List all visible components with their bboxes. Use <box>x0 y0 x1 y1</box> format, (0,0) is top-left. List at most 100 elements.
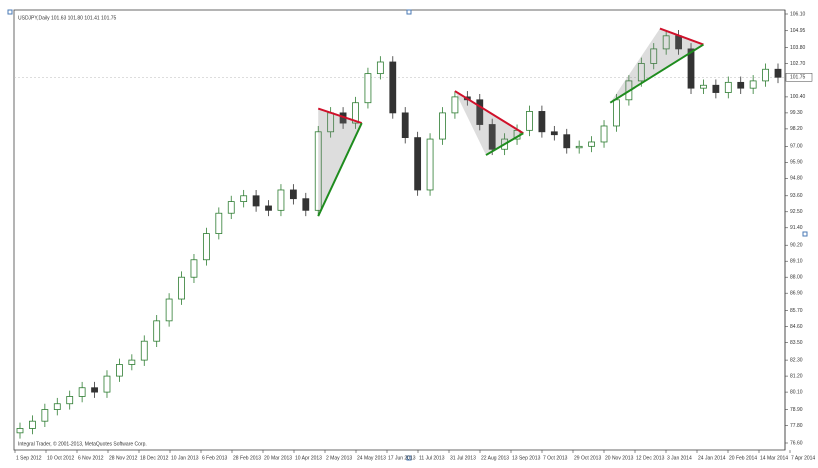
y-tick-label: 106.10 <box>790 11 806 17</box>
handle <box>7 9 13 15</box>
candle-body <box>66 396 74 405</box>
candle-body <box>202 233 210 261</box>
candle-body <box>712 84 720 93</box>
lower-trendline <box>317 122 363 217</box>
y-tick-label: 78.90 <box>790 407 803 413</box>
y-tick-label: 99.30 <box>790 110 803 116</box>
x-tick-label: 6 Feb 2013 <box>202 455 228 461</box>
candle-body <box>252 195 260 207</box>
y-tick-label: 77.80 <box>790 423 803 429</box>
x-tick-label: 24 Jan 2014 <box>698 455 726 461</box>
x-tick-label: 22 Aug 2013 <box>481 455 509 461</box>
y-tick-label: 83.50 <box>790 340 803 346</box>
candle-body <box>488 124 496 150</box>
candle-body <box>103 375 111 393</box>
candle-body <box>575 145 583 149</box>
x-tick-label: 20 Feb 2014 <box>729 455 757 461</box>
y-tick-label: 98.20 <box>790 126 803 132</box>
candle-body <box>41 409 49 422</box>
x-tick-label: 17 Jun 2013 <box>388 455 416 461</box>
x-tick-label: 6 Nov 2012 <box>78 455 104 461</box>
candle-body <box>588 141 596 147</box>
x-tick-label: 14 Mar 2014 <box>760 455 788 461</box>
candle-body <box>401 112 409 139</box>
candle-body <box>53 403 61 410</box>
candle-body <box>314 131 322 211</box>
footer: Integral Trader, © 2001-2013, MetaQuotes… <box>18 440 147 447</box>
candle-body <box>426 138 434 191</box>
candle-body <box>476 99 484 125</box>
current-price-label: 101.75 <box>790 75 806 81</box>
candle-body <box>140 340 148 361</box>
candle-body <box>190 259 198 278</box>
candle-body <box>178 276 185 300</box>
plot-frame <box>13 9 786 451</box>
x-tick-label: 10 Jan 2013 <box>171 455 199 461</box>
handle <box>802 231 808 237</box>
candle-body <box>762 68 769 82</box>
candle-body <box>78 387 86 397</box>
candle-body <box>414 137 422 191</box>
candle-body <box>687 48 695 89</box>
candle-body <box>227 201 235 214</box>
candle-body <box>451 96 459 114</box>
y-tick-label: 82.30 <box>790 357 803 363</box>
y-tick-label: 102.70 <box>790 61 806 67</box>
candle-body <box>215 212 223 234</box>
x-tick-label: 10 Oct 2012 <box>47 455 74 461</box>
pattern-fill <box>454 91 524 156</box>
y-tick-label: 95.90 <box>790 160 803 166</box>
candle-body <box>550 131 558 136</box>
y-tick-label: 84.60 <box>790 324 803 330</box>
chart-title: USDJPY,Daily 101.63 101.80 101.41 101.75 <box>18 15 117 21</box>
handle <box>406 455 412 461</box>
x-tick-label: 13 Sep 2013 <box>512 455 541 461</box>
candle-body <box>29 420 36 429</box>
pattern-fill <box>610 28 704 103</box>
candle-body <box>600 125 608 143</box>
x-tick-label: 7 Apr 2014 <box>791 455 815 461</box>
y-tick-label: 89.10 <box>790 259 803 265</box>
y-tick-label: 94.80 <box>790 176 803 182</box>
x-tick-label: 24 May 2013 <box>357 455 386 461</box>
y-tick-label: 104.95 <box>790 28 806 34</box>
lower-trendline <box>485 132 524 156</box>
candle-body <box>289 189 297 200</box>
x-tick-label: 1 Sep 2012 <box>16 455 42 461</box>
handle <box>406 9 412 15</box>
candle-body <box>240 195 248 202</box>
y-tick-label: 85.70 <box>790 308 803 314</box>
candle-body <box>700 84 707 89</box>
candle-body <box>774 68 782 78</box>
x-tick-label: 3 Jan 2014 <box>667 455 692 461</box>
upper-trendline <box>659 27 704 46</box>
y-tick-label: 80.10 <box>790 389 803 395</box>
x-tick-label: 28 Nov 2012 <box>109 455 138 461</box>
x-tick-label: 7 Oct 2013 <box>543 455 568 461</box>
candle-body <box>376 61 384 75</box>
y-tick-label: 97.00 <box>790 144 803 150</box>
y-tick-label: 81.20 <box>790 373 803 379</box>
candle-body <box>165 298 173 322</box>
candle-body <box>662 35 670 50</box>
candle-body <box>526 111 533 131</box>
candle-body <box>265 205 272 211</box>
candle-body <box>439 112 446 140</box>
candle-body <box>737 81 745 89</box>
candle-body <box>16 428 24 434</box>
x-tick-label: 11 Jul 2013 <box>419 455 445 461</box>
x-tick-label: 20 Nov 2013 <box>605 455 634 461</box>
candle-body <box>116 364 123 377</box>
candle-body <box>389 61 397 114</box>
pattern-fill <box>318 108 362 217</box>
y-tick-label: 92.50 <box>790 209 803 215</box>
candle-body <box>563 134 571 149</box>
candle-body <box>637 63 645 82</box>
candle-body <box>724 81 732 93</box>
candle-body <box>91 387 98 393</box>
candle-body <box>277 189 285 211</box>
candle-body <box>650 48 658 64</box>
y-tick-label: 76.60 <box>790 440 803 446</box>
x-tick-label: 12 Dec 2013 <box>636 455 665 461</box>
